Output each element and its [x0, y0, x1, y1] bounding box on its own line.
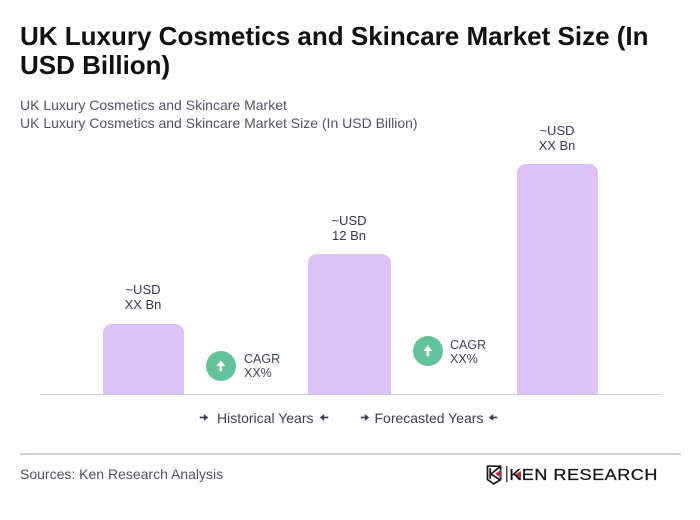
- svg-text:KEN RESEARCH: KEN RESEARCH: [509, 466, 658, 483]
